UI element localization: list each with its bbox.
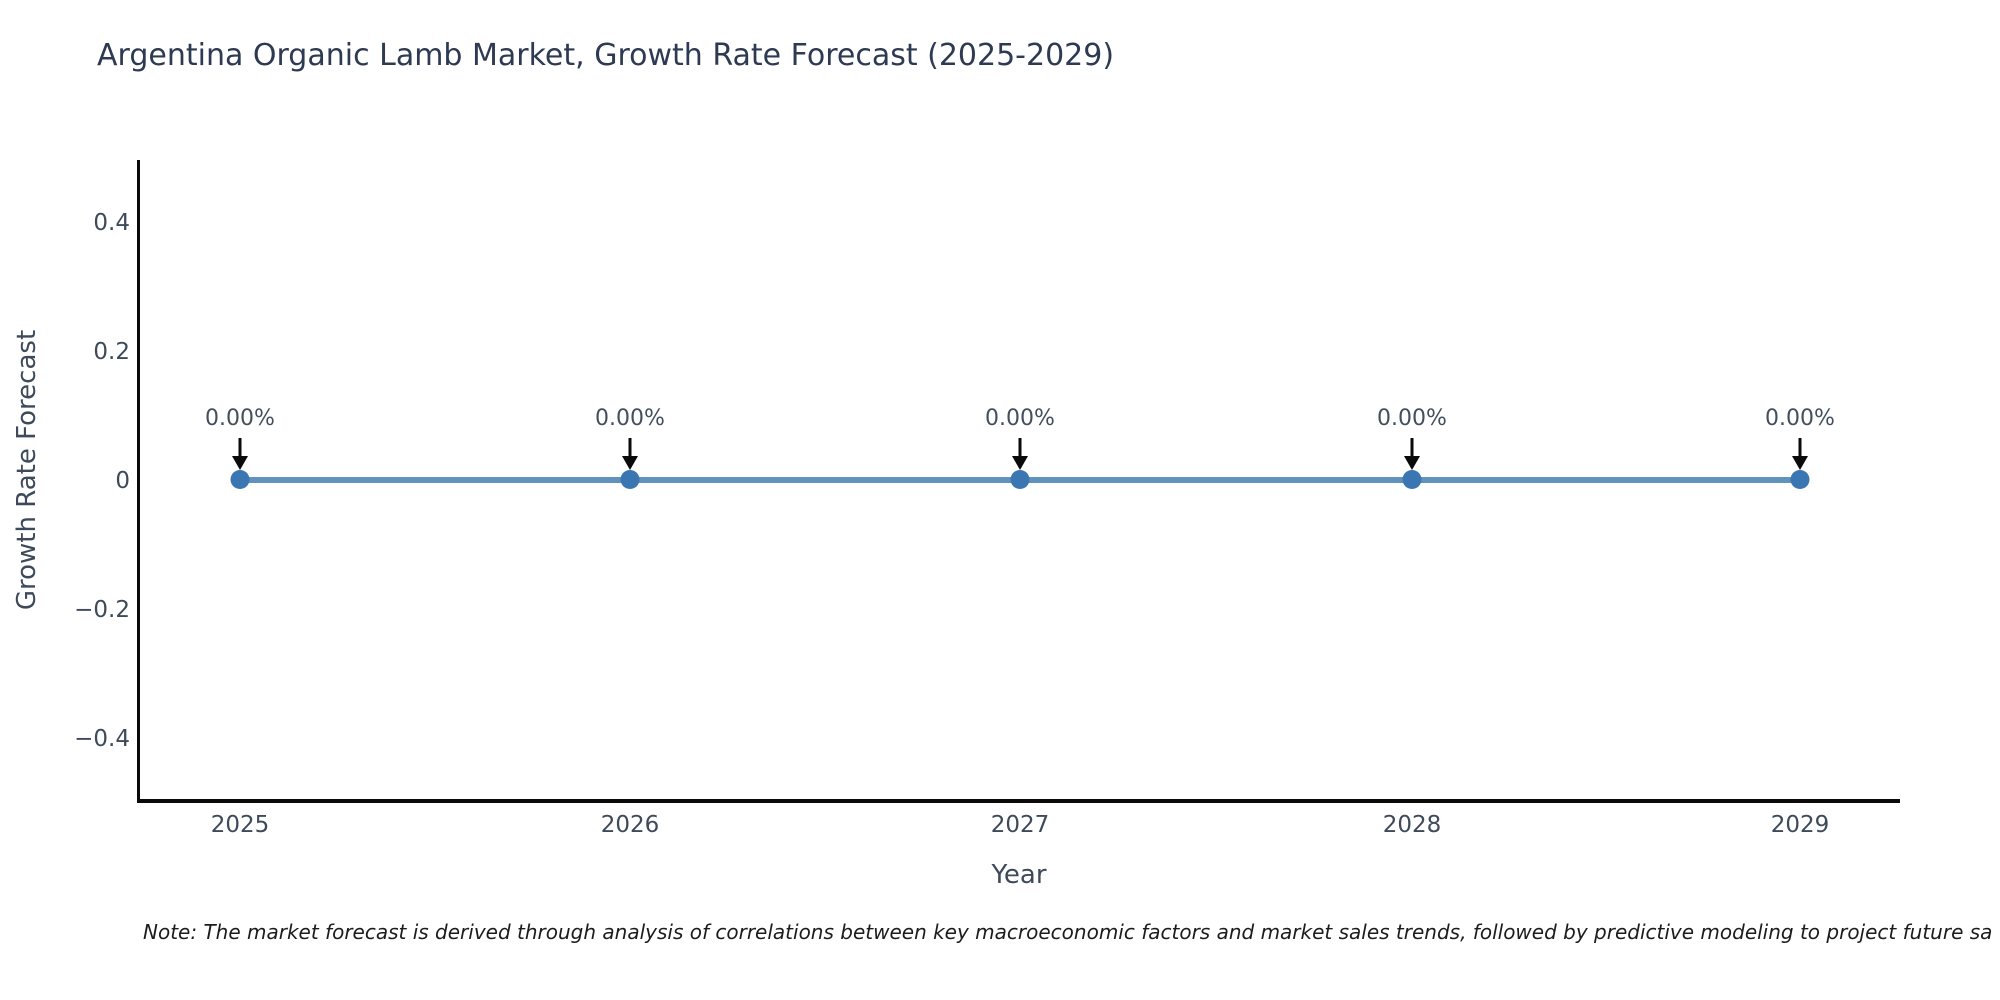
annotation-arrow-2027	[1018, 438, 1022, 457]
annotation-arrowhead-icon	[232, 456, 248, 470]
x-tick-label: 2025	[210, 812, 270, 838]
annotation-arrow-2026	[628, 438, 632, 457]
data-point-2027	[1010, 470, 1030, 489]
annotation-value-2025: 0.00%	[205, 406, 275, 431]
data-point-2029	[1790, 470, 1810, 489]
x-axis-spine	[137, 799, 1900, 803]
annotation-arrowhead-icon	[1012, 456, 1028, 470]
annotation-value-2026: 0.00%	[595, 406, 665, 431]
data-point-2025	[230, 470, 250, 489]
annotation-arrow-2028	[1410, 438, 1414, 457]
annotation-arrowhead-icon	[1792, 456, 1808, 470]
x-tick-label: 2029	[1770, 812, 1830, 838]
data-point-2028	[1402, 470, 1422, 489]
x-tick-label: 2026	[600, 812, 660, 838]
annotation-value-2027: 0.00%	[985, 406, 1055, 431]
x-tick-label: 2027	[990, 812, 1050, 838]
annotation-value-2029: 0.00%	[1765, 406, 1835, 431]
annotation-value-2028: 0.00%	[1377, 406, 1447, 431]
footnote: Note: The market forecast is derived thr…	[143, 920, 1993, 944]
chart-title: Argentina Organic Lamb Market, Growth Ra…	[97, 38, 1115, 73]
y-axis-spine	[137, 160, 140, 803]
annotation-arrow-2025	[238, 438, 242, 457]
x-axis-label: Year	[991, 860, 1047, 890]
annotation-arrow-2029	[1798, 438, 1802, 457]
y-tick-label: 0.2	[93, 339, 130, 365]
y-tick-label: 0.4	[93, 210, 130, 236]
x-tick-label: 2028	[1382, 812, 1442, 838]
y-tick-label: −0.4	[74, 726, 130, 752]
data-point-2026	[620, 470, 640, 489]
annotation-arrowhead-icon	[622, 456, 638, 470]
y-tick-label: 0	[115, 468, 130, 494]
y-tick-label: −0.2	[74, 597, 130, 623]
annotation-arrowhead-icon	[1404, 456, 1420, 470]
